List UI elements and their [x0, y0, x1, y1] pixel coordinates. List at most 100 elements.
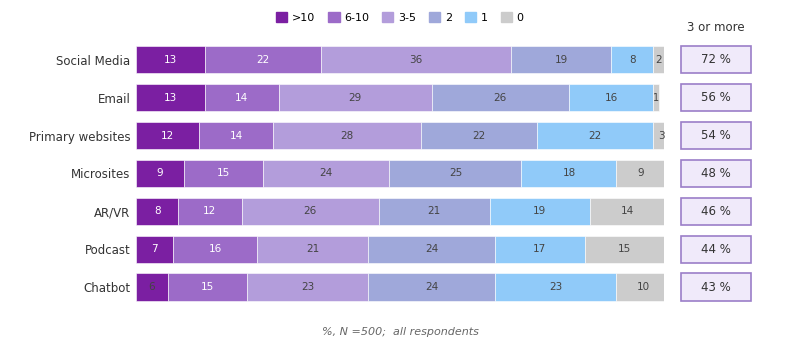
Bar	[368, 273, 495, 301]
Text: 15: 15	[618, 244, 631, 254]
Text: 72 %: 72 %	[701, 53, 731, 66]
Bar	[654, 122, 670, 149]
FancyBboxPatch shape	[681, 46, 751, 73]
Bar	[199, 122, 274, 149]
Text: 19: 19	[534, 206, 546, 216]
Text: 15: 15	[201, 282, 214, 292]
Text: 46 %: 46 %	[701, 205, 731, 218]
Text: 10: 10	[636, 282, 650, 292]
Text: 3 or more: 3 or more	[687, 21, 745, 34]
Text: 43 %: 43 %	[701, 280, 731, 293]
Bar	[432, 84, 569, 111]
Text: 13: 13	[164, 55, 177, 65]
Text: 26: 26	[304, 206, 317, 216]
Text: 21: 21	[306, 244, 319, 254]
Text: 22: 22	[589, 131, 602, 140]
Text: 24: 24	[319, 168, 333, 179]
FancyBboxPatch shape	[681, 273, 751, 301]
Bar	[173, 236, 258, 263]
Bar	[585, 236, 664, 263]
Text: 9: 9	[637, 168, 643, 179]
Bar	[278, 84, 432, 111]
Bar	[136, 46, 205, 73]
Bar	[511, 46, 611, 73]
Bar	[136, 84, 205, 111]
Text: 18: 18	[562, 168, 575, 179]
Text: 12: 12	[161, 131, 174, 140]
Bar	[368, 236, 495, 263]
Bar	[183, 160, 262, 187]
Text: 6: 6	[149, 282, 155, 292]
Text: 12: 12	[203, 206, 217, 216]
Bar	[274, 122, 421, 149]
FancyBboxPatch shape	[681, 84, 751, 111]
Bar	[168, 273, 247, 301]
Text: 24: 24	[425, 244, 438, 254]
Bar	[136, 198, 178, 225]
Bar	[654, 84, 658, 111]
Text: 23: 23	[301, 282, 314, 292]
Text: 14: 14	[235, 92, 248, 103]
Text: 9: 9	[157, 168, 163, 179]
Text: 36: 36	[410, 55, 422, 65]
FancyBboxPatch shape	[681, 236, 751, 263]
Text: 16: 16	[605, 92, 618, 103]
Text: 22: 22	[256, 55, 270, 65]
Text: 21: 21	[428, 206, 441, 216]
FancyBboxPatch shape	[681, 122, 751, 149]
Text: %, N =500;  all respondents: %, N =500; all respondents	[322, 327, 478, 337]
Bar	[379, 198, 490, 225]
Bar	[136, 273, 168, 301]
Text: 54 %: 54 %	[701, 129, 731, 142]
Text: 7: 7	[151, 244, 158, 254]
Bar	[262, 160, 390, 187]
Bar	[258, 236, 368, 263]
Text: 8: 8	[154, 206, 161, 216]
Bar	[136, 236, 173, 263]
Bar	[421, 122, 538, 149]
Text: 24: 24	[425, 282, 438, 292]
Bar	[178, 198, 242, 225]
Text: 2: 2	[655, 55, 662, 65]
Bar	[321, 46, 511, 73]
Bar	[538, 122, 654, 149]
Bar	[247, 273, 368, 301]
Bar	[590, 198, 664, 225]
Text: 56 %: 56 %	[701, 91, 731, 104]
FancyBboxPatch shape	[681, 160, 751, 187]
Text: 1: 1	[653, 92, 659, 103]
Text: 44 %: 44 %	[701, 243, 731, 256]
Bar	[569, 84, 654, 111]
Text: 3: 3	[658, 131, 665, 140]
Bar	[617, 273, 670, 301]
Text: 17: 17	[534, 244, 546, 254]
Bar	[205, 46, 321, 73]
Bar	[495, 273, 617, 301]
Bar	[611, 46, 654, 73]
Text: 23: 23	[549, 282, 562, 292]
Text: 26: 26	[494, 92, 507, 103]
Text: 13: 13	[164, 92, 177, 103]
Text: 8: 8	[629, 55, 636, 65]
Text: 22: 22	[473, 131, 486, 140]
Legend: >10, 6-10, 3-5, 2, 1, 0: >10, 6-10, 3-5, 2, 1, 0	[272, 8, 528, 27]
Bar	[495, 236, 585, 263]
Text: 29: 29	[349, 92, 362, 103]
Text: 48 %: 48 %	[701, 167, 731, 180]
Bar	[136, 160, 183, 187]
Bar	[617, 160, 664, 187]
Text: 14: 14	[621, 206, 634, 216]
Bar	[205, 84, 278, 111]
Bar	[136, 122, 199, 149]
Text: 16: 16	[209, 244, 222, 254]
Bar	[522, 160, 617, 187]
Text: 25: 25	[449, 168, 462, 179]
Bar	[242, 198, 379, 225]
Bar	[654, 46, 664, 73]
Text: 28: 28	[341, 131, 354, 140]
Text: 15: 15	[217, 168, 230, 179]
Bar	[390, 160, 522, 187]
Text: 14: 14	[230, 131, 243, 140]
Bar	[490, 198, 590, 225]
FancyBboxPatch shape	[681, 198, 751, 225]
